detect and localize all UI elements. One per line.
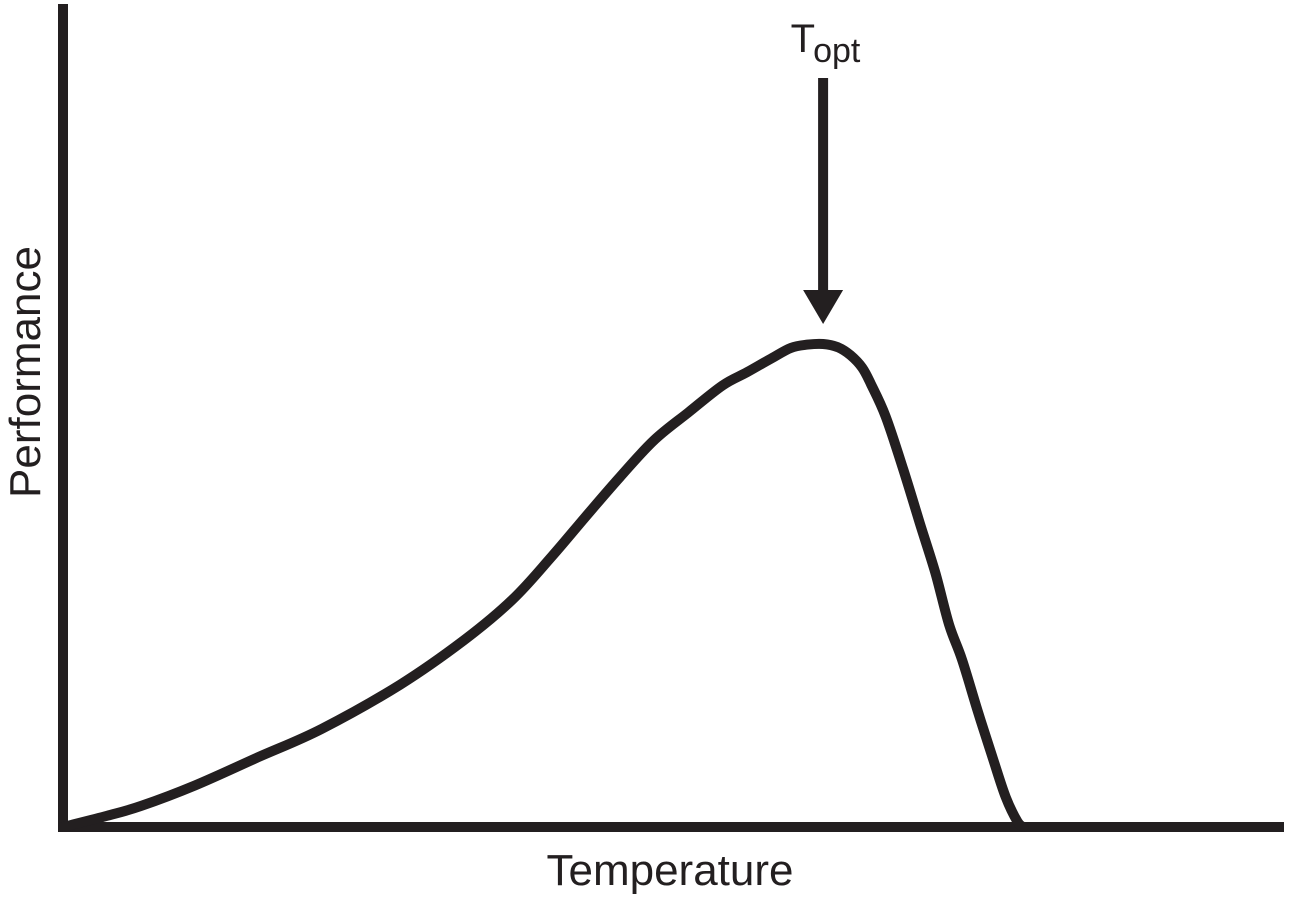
performance-curve bbox=[58, 338, 1029, 832]
topt-label-subscript: opt bbox=[813, 32, 861, 70]
x-axis-label: Temperature bbox=[546, 846, 793, 895]
y-axis-label: Performance bbox=[1, 246, 50, 498]
topt-arrow-shaft bbox=[818, 78, 829, 292]
topt-annotation: T opt bbox=[791, 17, 861, 324]
topt-arrow-head bbox=[803, 290, 844, 324]
topt-label-main: T bbox=[791, 17, 815, 61]
topt-label: T bbox=[791, 17, 815, 61]
